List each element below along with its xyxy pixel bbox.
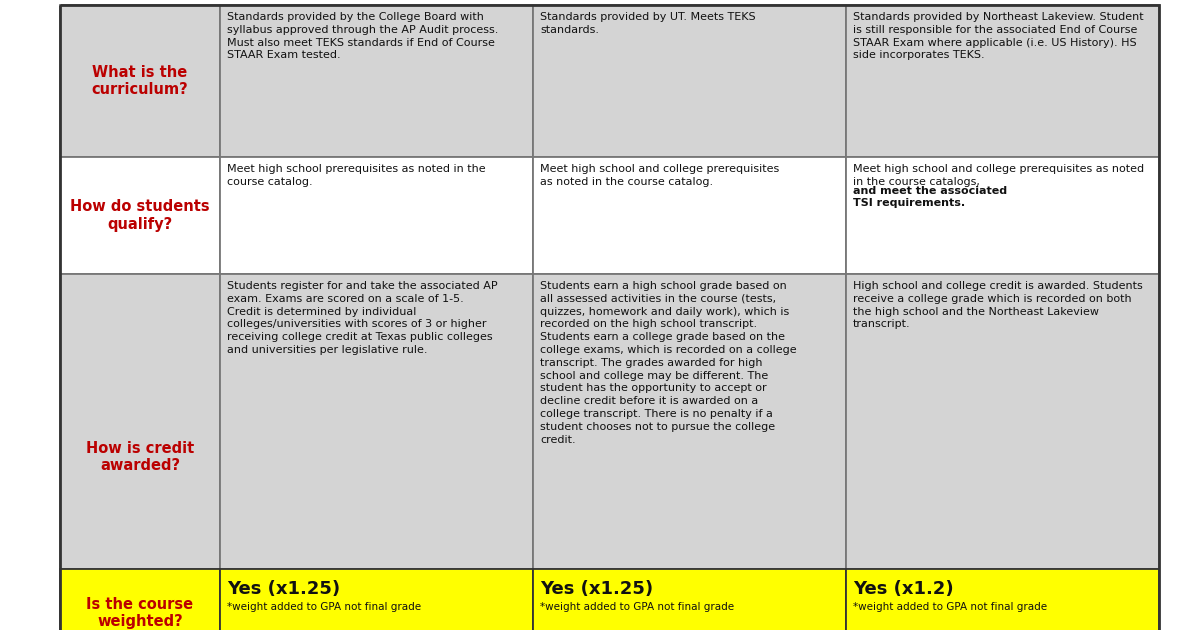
Bar (60, 5, 220, 157)
Bar (220, 569, 533, 630)
Bar (533, 274, 846, 569)
Text: and meet the associated
TSI requirements.: and meet the associated TSI requirements… (853, 186, 1007, 209)
Text: Yes (x1.25): Yes (x1.25) (227, 580, 340, 598)
Bar (846, 569, 1159, 630)
Text: Is the course
weighted?: Is the course weighted? (86, 597, 193, 629)
Text: *weight added to GPA not final grade: *weight added to GPA not final grade (227, 602, 421, 612)
Text: *weight added to GPA not final grade: *weight added to GPA not final grade (853, 602, 1048, 612)
Text: Students register for and take the associated AP
exam. Exams are scored on a sca: Students register for and take the assoc… (227, 281, 498, 355)
Text: *weight added to GPA not final grade: *weight added to GPA not final grade (540, 602, 734, 612)
Text: Standards provided by the College Board with
syllabus approved through the AP Au: Standards provided by the College Board … (227, 12, 498, 60)
Bar (846, 157, 1159, 274)
Text: What is the
curriculum?: What is the curriculum? (91, 65, 188, 97)
Bar (846, 5, 1159, 157)
Text: Meet high school and college prerequisites
as noted in the course catalog.: Meet high school and college prerequisit… (540, 164, 779, 187)
Text: Students earn a high school grade based on
all assessed activities in the course: Students earn a high school grade based … (540, 281, 797, 445)
Text: Yes (x1.25): Yes (x1.25) (540, 580, 653, 598)
Bar (220, 157, 533, 274)
Bar (533, 157, 846, 274)
Text: High school and college credit is awarded. Students
receive a college grade whic: High school and college credit is awarde… (853, 281, 1142, 329)
Bar (533, 5, 846, 157)
Bar (60, 157, 220, 274)
Bar (220, 5, 533, 157)
Bar (220, 274, 533, 569)
Bar (533, 569, 846, 630)
Text: Standards provided by UT. Meets TEKS
standards.: Standards provided by UT. Meets TEKS sta… (540, 12, 756, 35)
Text: Standards provided by Northeast Lakeview. Student
is still responsible for the a: Standards provided by Northeast Lakeview… (853, 12, 1144, 60)
Text: How do students
qualify?: How do students qualify? (70, 199, 210, 232)
Text: Meet high school and college prerequisites as noted
in the course catalogs,: Meet high school and college prerequisit… (853, 164, 1144, 187)
Bar (60, 274, 220, 569)
Bar (60, 569, 220, 630)
Bar (846, 274, 1159, 569)
Text: How is credit
awarded?: How is credit awarded? (86, 441, 194, 473)
Text: Meet high school prerequisites as noted in the
course catalog.: Meet high school prerequisites as noted … (227, 164, 486, 187)
Text: Yes (x1.2): Yes (x1.2) (853, 580, 954, 598)
